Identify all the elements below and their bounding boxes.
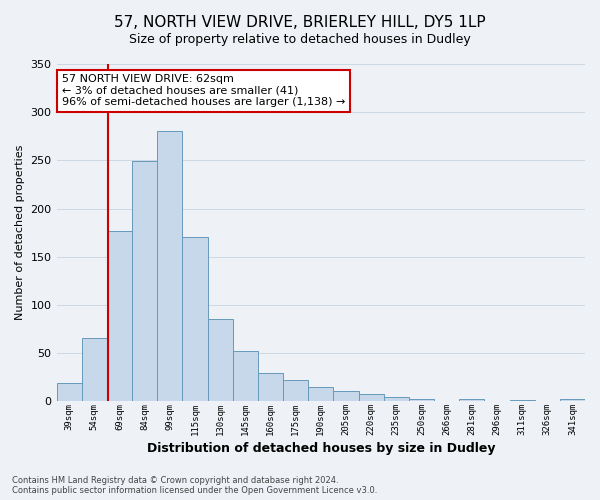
Bar — [132, 162, 157, 402]
Bar — [334, 391, 359, 402]
Bar — [383, 396, 409, 402]
Text: 57, NORTH VIEW DRIVE, BRIERLEY HILL, DY5 1LP: 57, NORTH VIEW DRIVE, BRIERLEY HILL, DY5… — [114, 15, 486, 30]
Text: Size of property relative to detached houses in Dudley: Size of property relative to detached ho… — [129, 32, 471, 46]
Bar — [359, 394, 383, 402]
Bar — [459, 398, 484, 402]
Text: Contains HM Land Registry data © Crown copyright and database right 2024.
Contai: Contains HM Land Registry data © Crown c… — [12, 476, 377, 495]
Bar — [233, 352, 258, 402]
Bar — [308, 387, 334, 402]
Bar — [107, 231, 132, 402]
Bar — [56, 383, 82, 402]
Bar — [82, 338, 107, 402]
Bar — [208, 320, 233, 402]
Bar — [283, 380, 308, 402]
Bar — [157, 130, 182, 402]
Y-axis label: Number of detached properties: Number of detached properties — [15, 145, 25, 320]
Bar — [182, 236, 208, 402]
Bar — [258, 374, 283, 402]
Bar — [560, 400, 585, 402]
Bar — [409, 400, 434, 402]
Bar — [509, 400, 535, 402]
Text: 57 NORTH VIEW DRIVE: 62sqm
← 3% of detached houses are smaller (41)
96% of semi-: 57 NORTH VIEW DRIVE: 62sqm ← 3% of detac… — [62, 74, 345, 108]
X-axis label: Distribution of detached houses by size in Dudley: Distribution of detached houses by size … — [146, 442, 495, 455]
